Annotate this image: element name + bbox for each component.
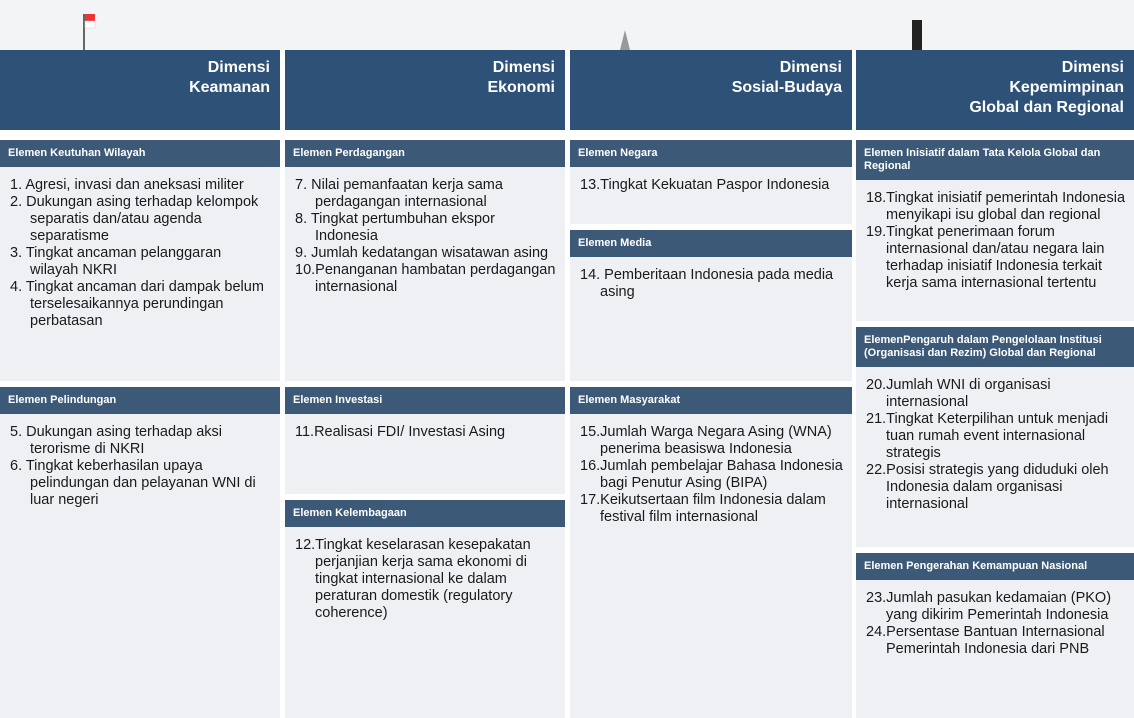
column: Dimensi Keamanan Elemen Keutuhan Wilayah 1… (0, 0, 280, 718)
indicator: 16.Jumlah pembelajar Bahasa Indonesia ba… (580, 458, 843, 491)
section-title: Elemen Negara (570, 140, 852, 167)
section-title: Elemen Inisiatif dalam Tata Kelola Globa… (856, 140, 1134, 180)
indicator: 3. Tingkat ancaman pelanggaran wilayah N… (10, 245, 222, 278)
item-list: 20.Jumlah WNI di organisasi internasiona… (856, 367, 1134, 513)
section-title: Elemen Media (570, 230, 852, 257)
indicator: 18.Tingkat inisiatif pemerintah Indonesi… (866, 190, 1126, 223)
indicator: 20.Jumlah WNI di organisasi internasiona… (866, 377, 1051, 410)
item-list: 23.Jumlah pasukan kedamaian (PKO) yang d… (856, 580, 1134, 658)
column-title: Dimensi Sosial-Budaya (731, 59, 842, 96)
indicator: 1. Agresi, invasi dan aneksasi militer (10, 177, 244, 193)
indicator: 4. Tingkat ancaman dari dampak belum ter… (10, 279, 264, 329)
column-header: Dimensi Sosial-Budaya (570, 50, 852, 130)
section-title: Elemen Investasi (285, 387, 565, 414)
column-title: Dimensi Ekonomi (487, 59, 555, 96)
section: Elemen Keutuhan Wilayah 1. Agresi, invasi… (0, 140, 280, 381)
indicator: 6. Tingkat keberhasilan upaya pelindunga… (10, 458, 256, 508)
indicator: 23.Jumlah pasukan kedamaian (PKO) yang d… (866, 590, 1112, 623)
item-list: 11.Realisasi FDI/ Investasi Asing (285, 414, 565, 441)
column: Dimensi Kepemimpinan Global dan Regional… (856, 0, 1134, 718)
item-list: 5. Dukungan asing terhadap aksi terorism… (0, 414, 280, 509)
indicator: 10.Penanganan hambatan perdagangan inter… (295, 262, 556, 295)
section-title: Elemen Kelembagaan (285, 500, 565, 527)
item-list: 12.Tingkat keselarasan kesepakatan perja… (285, 527, 565, 622)
column: Dimensi Sosial-Budaya Elemen Negara 13.Tin… (570, 0, 852, 718)
indicator: 11.Realisasi FDI/ Investasi Asing (295, 424, 506, 440)
item-list: 7. Nilai pemanfaatan kerja sama perdagan… (285, 167, 565, 296)
indicator: 22.Posisi strategis yang diduduki oleh I… (866, 462, 1109, 512)
item-list: 13.Tingkat Kekuatan Paspor Indonesia (570, 167, 852, 194)
indicator: 17.Keikutsertaan film Indonesia dalam fe… (580, 492, 826, 525)
indicator: 14. Pemberitaan Indonesia pada media asi… (580, 267, 834, 300)
indicator: 2. Dukungan asing terhadap kelompok sepa… (10, 194, 259, 244)
section-title: Elemen Perdagangan (285, 140, 565, 167)
indicator: 13.Tingkat Kekuatan Paspor Indonesia (580, 177, 830, 193)
item-list: 14. Pemberitaan Indonesia pada media asi… (570, 257, 852, 301)
header-decor (0, 0, 1134, 50)
item-list: 18.Tingkat inisiatif pemerintah Indonesi… (856, 180, 1134, 292)
indicator: 12.Tingkat keselarasan kesepakatan perja… (295, 537, 531, 621)
indicator: 21.Tingkat Keterpilihan untuk menjadi tu… (866, 411, 1109, 461)
section-title: Elemen Pelindungan (0, 387, 280, 414)
section: Elemen Investasi 11.Realisasi FDI/ Invest… (285, 387, 565, 494)
section: Elemen Kelembagaan 12.Tingkat keselarasan… (285, 500, 565, 718)
indicator: 8. Tingkat pertumbuhan ekspor Indonesia (295, 211, 495, 244)
indicator: 15.Jumlah Warga Negara Asing (WNA) pener… (580, 424, 832, 457)
section-title: ElemenPengaruh dalam Pengelolaan Institu… (856, 327, 1134, 367)
column-header: Dimensi Keamanan (0, 50, 280, 130)
column-header: Dimensi Ekonomi (285, 50, 565, 130)
indicator: 9. Jumlah kedatangan wisatawan asing (295, 245, 549, 261)
column-header: Dimensi Kepemimpinan Global dan Regional (856, 50, 1134, 130)
item-list: 1. Agresi, invasi dan aneksasi militer 2.… (0, 167, 280, 330)
section-title: Elemen Masyarakat (570, 387, 852, 414)
section: Elemen Inisiatif dalam Tata Kelola Globa… (856, 140, 1134, 321)
column-title: Dimensi Kepemimpinan Global dan Regional (969, 59, 1124, 116)
section: Elemen Masyarakat 15.Jumlah Warga Negara … (570, 387, 852, 718)
section: Elemen Media 14. Pemberitaan Indonesia pa… (570, 230, 852, 381)
indicator: 19.Tingkat penerimaan forum internasiona… (866, 224, 1105, 291)
section: Elemen Pelindungan 5. Dukungan asing terh… (0, 387, 280, 718)
section-title: Elemen Keutuhan Wilayah (0, 140, 280, 167)
section: Elemen Pengerahan Kemampuan Nasional 23.J… (856, 553, 1134, 718)
section: ElemenPengaruh dalam Pengelolaan Institu… (856, 327, 1134, 547)
indicator: 24.Persentase Bantuan Internasional Peme… (866, 624, 1105, 657)
column: Dimensi Ekonomi Elemen Perdagangan 7. Nila… (285, 0, 565, 718)
column-title: Dimensi Keamanan (189, 59, 270, 96)
indicator: 5. Dukungan asing terhadap aksi terorism… (10, 424, 223, 457)
section-title: Elemen Pengerahan Kemampuan Nasional (856, 553, 1134, 580)
section: Elemen Perdagangan 7. Nilai pemanfaatan k… (285, 140, 565, 381)
section: Elemen Negara 13.Tingkat Kekuatan Paspor … (570, 140, 852, 224)
indicator: 7. Nilai pemanfaatan kerja sama perdagan… (295, 177, 503, 210)
item-list: 15.Jumlah Warga Negara Asing (WNA) pener… (570, 414, 852, 526)
